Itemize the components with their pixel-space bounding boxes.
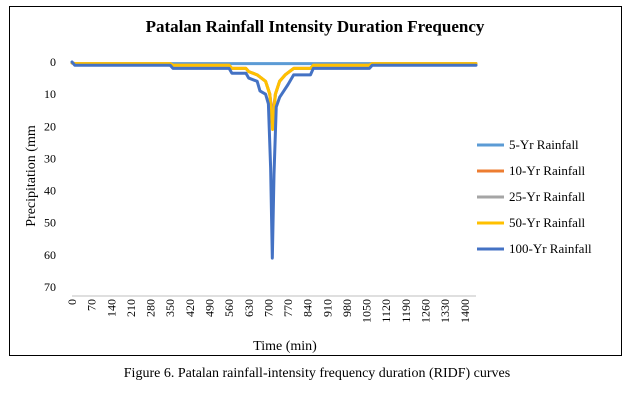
x-tick-label: 350 <box>163 299 177 317</box>
y-axis-ticks: 0 10 20 30 40 50 60 70 <box>44 55 56 294</box>
x-tick-label: 490 <box>202 299 216 317</box>
legend-label: 5-Yr Rainfall <box>509 137 579 152</box>
x-tick-label: 1190 <box>399 299 413 323</box>
x-tick-label: 910 <box>320 299 334 317</box>
y-tick-label: 50 <box>44 216 56 230</box>
series-lines <box>70 60 478 260</box>
x-tick-label: 630 <box>242 299 256 317</box>
series-line-4 <box>70 61 478 131</box>
x-tick-label: 280 <box>144 299 158 317</box>
x-axis-label: Time (min) <box>253 339 317 354</box>
x-tick-label: 1330 <box>438 299 452 323</box>
legend-label: 100-Yr Rainfall <box>509 241 592 256</box>
y-tick-label: 60 <box>44 248 56 262</box>
legend-label: 10-Yr Rainfall <box>509 163 586 178</box>
x-tick-label: 420 <box>183 299 197 317</box>
y-tick-label: 10 <box>44 87 56 101</box>
y-tick-label: 0 <box>50 55 56 69</box>
x-tick-label: 1050 <box>360 299 374 323</box>
x-tick-label: 560 <box>222 299 236 317</box>
y-tick-label: 70 <box>44 280 56 294</box>
x-tick-label: 700 <box>261 299 275 317</box>
legend: 5-Yr Rainfall 10-Yr Rainfall 25-Yr Rainfal… <box>477 137 592 256</box>
x-tick-label: 140 <box>104 299 118 317</box>
x-tick-label: 980 <box>340 299 354 317</box>
chart-title: Patalan Rainfall Intensity Duration Freq… <box>146 17 485 36</box>
x-tick-label: 1120 <box>379 299 393 323</box>
x-tick-label: 70 <box>85 299 99 311</box>
legend-label: 25-Yr Rainfall <box>509 189 586 204</box>
x-tick-label: 0 <box>65 299 79 305</box>
x-axis-ticks: 0 70 140 210 280 350 420 490 560 630 700 770 840 910 9… <box>65 299 472 323</box>
x-tick-label: 840 <box>301 299 315 317</box>
x-tick-label: 210 <box>124 299 138 317</box>
x-tick-label: 1260 <box>419 299 433 323</box>
series-line-5 <box>70 60 478 260</box>
x-tick-label: 1400 <box>458 299 472 323</box>
figure-caption: Figure 6. Patalan rainfall-intensity fre… <box>123 366 511 381</box>
y-axis-label: Precipitation (mm <box>24 125 39 227</box>
legend-label: 50-Yr Rainfall <box>509 215 586 230</box>
y-tick-label: 40 <box>44 184 56 198</box>
y-tick-label: 30 <box>44 151 56 165</box>
x-tick-label: 770 <box>281 299 295 317</box>
y-tick-label: 20 <box>44 119 56 133</box>
